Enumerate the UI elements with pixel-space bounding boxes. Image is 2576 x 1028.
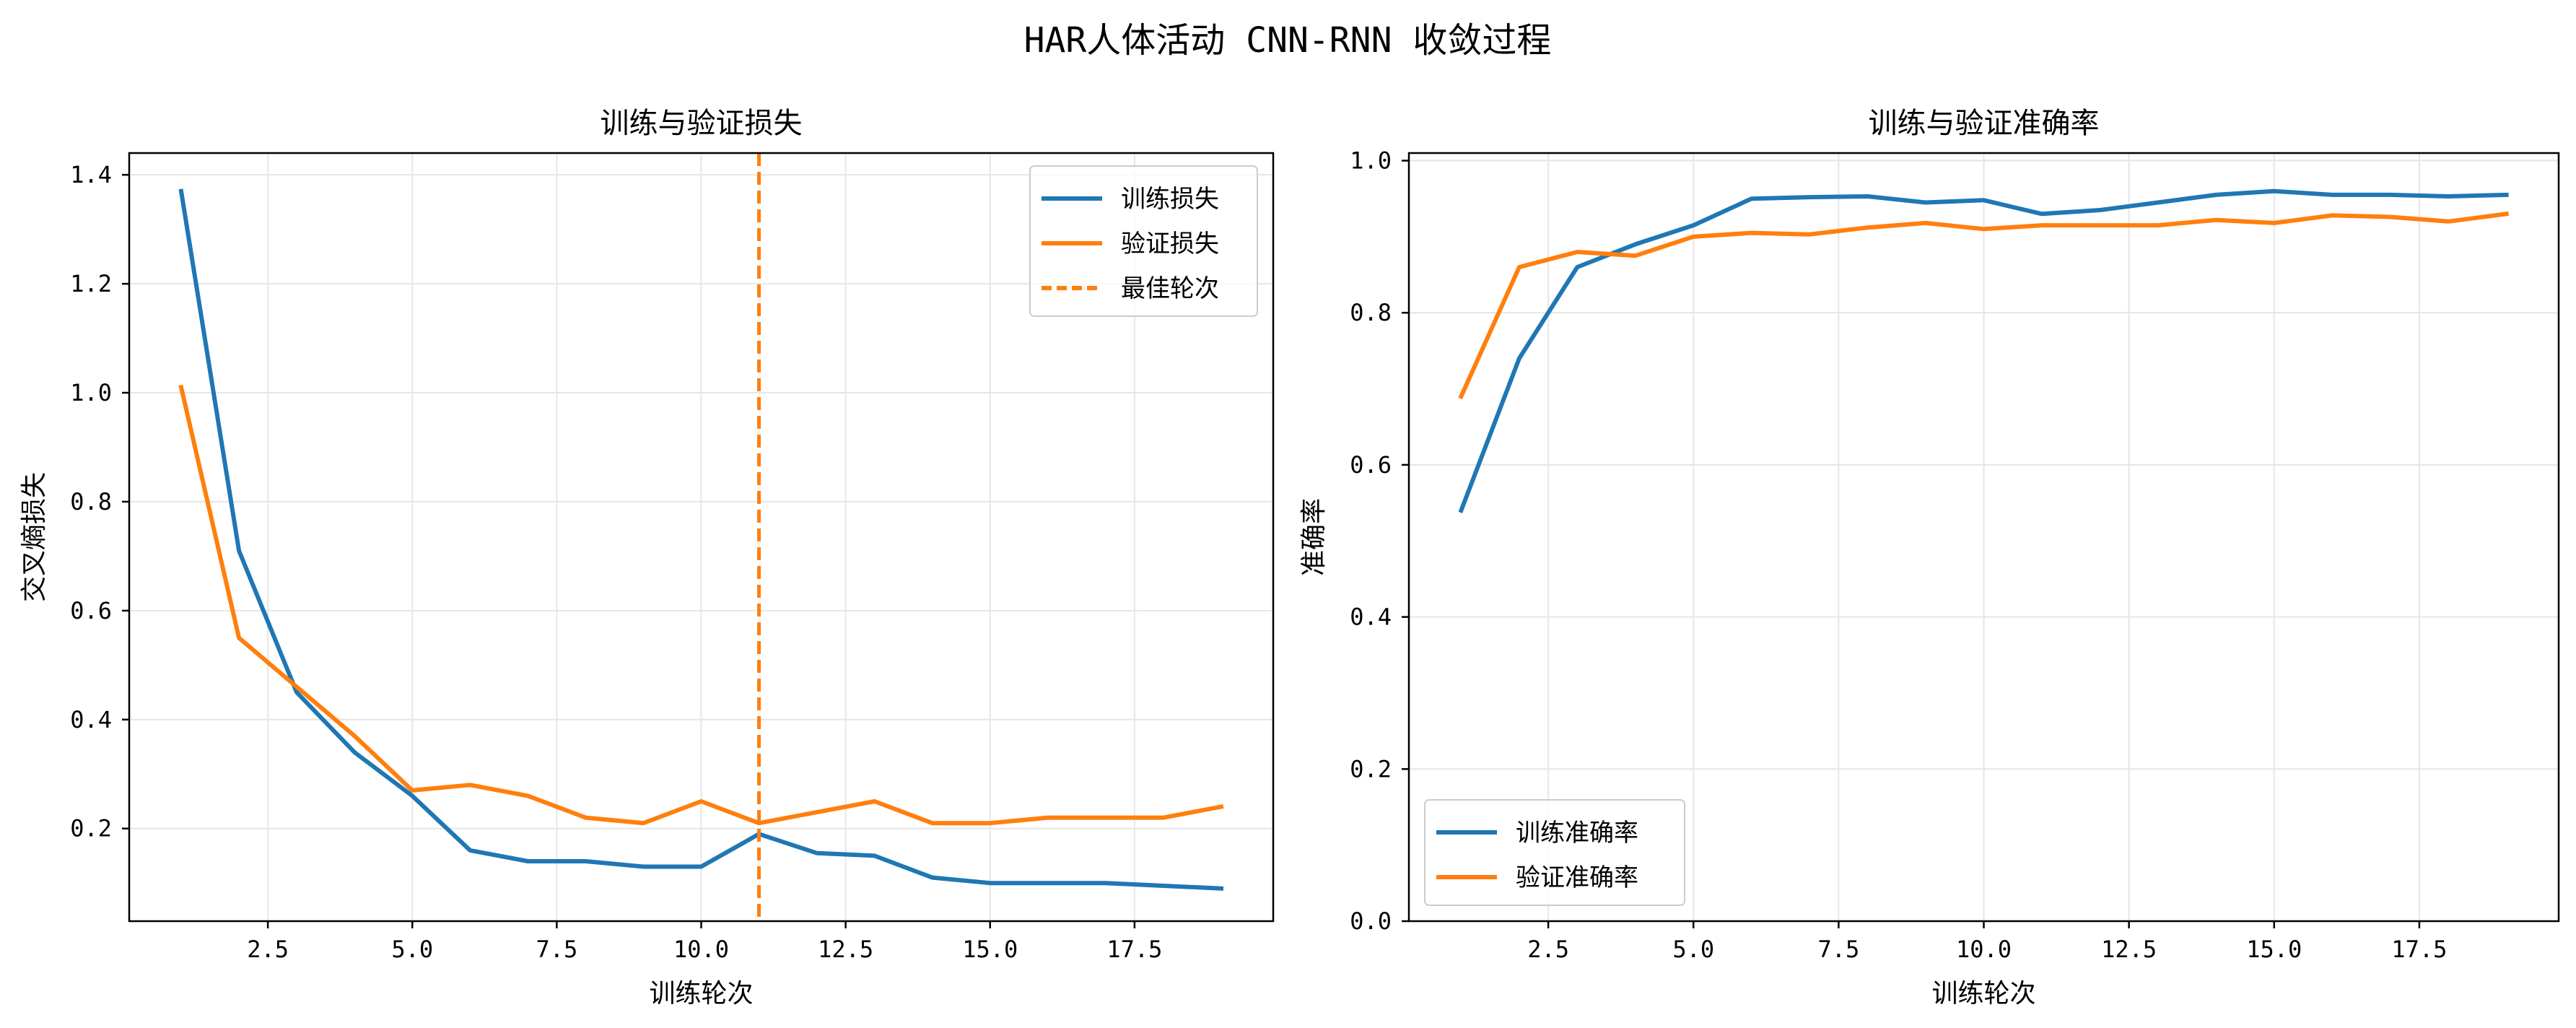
loss-x-tick-label: 2.5 bbox=[247, 936, 289, 963]
loss-y-tick-label: 1.4 bbox=[70, 161, 112, 188]
loss-x-axis-label: 训练轮次 bbox=[649, 979, 753, 1009]
loss-legend-label: 训练损失 bbox=[1121, 185, 1219, 214]
loss-legend-label: 最佳轮次 bbox=[1121, 274, 1219, 303]
loss-y-tick-label: 0.2 bbox=[70, 815, 112, 842]
loss-chart: 2.5 5.0 7.5 10.0 12.5 15.0 17.5 0.2 0.4 0.6 0.8 1.0… bbox=[19, 107, 1275, 1009]
loss-legend-box bbox=[1029, 165, 1258, 317]
acc-series-line-2 bbox=[1458, 211, 2509, 400]
acc-y-tick-label: 0.2 bbox=[1350, 755, 1392, 783]
acc-x-tick-label: 5.0 bbox=[1672, 936, 1714, 963]
acc-y-tick-label: 0.6 bbox=[1350, 451, 1392, 479]
acc-x-tick-label: 12.5 bbox=[2101, 936, 2157, 963]
acc-chart-title: 训练与验证准确率 bbox=[1869, 107, 2100, 140]
loss-chart-title: 训练与验证损失 bbox=[601, 107, 803, 140]
acc-y-axis-label: 准确率 bbox=[1299, 498, 1329, 576]
acc-y-tick-label: 0.8 bbox=[1350, 299, 1392, 326]
loss-y-tick-label: 0.8 bbox=[70, 488, 112, 515]
loss-y-tick-label: 0.4 bbox=[70, 706, 112, 733]
loss-x-tick-label: 10.0 bbox=[673, 936, 729, 963]
acc-y-tick-label: 1.0 bbox=[1350, 147, 1392, 175]
acc-legend-label: 训练准确率 bbox=[1516, 819, 1638, 848]
acc-x-tick-label: 17.5 bbox=[2391, 936, 2447, 963]
acc-x-tick-label: 7.5 bbox=[1817, 936, 1859, 963]
loss-legend-label: 验证损失 bbox=[1121, 230, 1219, 258]
loss-y-axis-label: 交叉熵损失 bbox=[19, 472, 49, 602]
acc-x-tick-label: 10.0 bbox=[1956, 936, 2012, 963]
loss-x-tick-label: 17.5 bbox=[1106, 936, 1162, 963]
loss-series-line-1 bbox=[178, 188, 1224, 891]
loss-y-tick-label: 1.0 bbox=[70, 379, 112, 406]
loss-series-line-2 bbox=[178, 384, 1224, 826]
accuracy-chart: 2.5 5.0 7.5 10.0 12.5 15.0 17.5 0.0 0.2 0.4 0.6 0.8… bbox=[1299, 107, 2560, 1009]
acc-x-tick-label: 2.5 bbox=[1527, 936, 1569, 963]
loss-y-tick-label: 0.6 bbox=[70, 597, 112, 624]
figure-title: HAR人体活动 CNN-RNN 收敛过程 bbox=[1024, 20, 1552, 61]
loss-x-tick-label: 15.0 bbox=[962, 936, 1018, 963]
acc-y-tick-label: 0.4 bbox=[1350, 604, 1392, 631]
loss-x-tick-label: 12.5 bbox=[818, 936, 873, 963]
acc-x-axis-label: 训练轮次 bbox=[1931, 979, 2035, 1009]
acc-y-tick-label: 0.0 bbox=[1350, 907, 1392, 935]
loss-x-tick-label: 7.5 bbox=[536, 936, 577, 963]
acc-x-tick-label: 15.0 bbox=[2246, 936, 2302, 963]
loss-y-tick-label: 1.2 bbox=[70, 270, 112, 297]
acc-legend-label: 验证准确率 bbox=[1516, 863, 1638, 892]
loss-x-tick-label: 5.0 bbox=[391, 936, 433, 963]
acc-series-line-1 bbox=[1458, 188, 2509, 513]
